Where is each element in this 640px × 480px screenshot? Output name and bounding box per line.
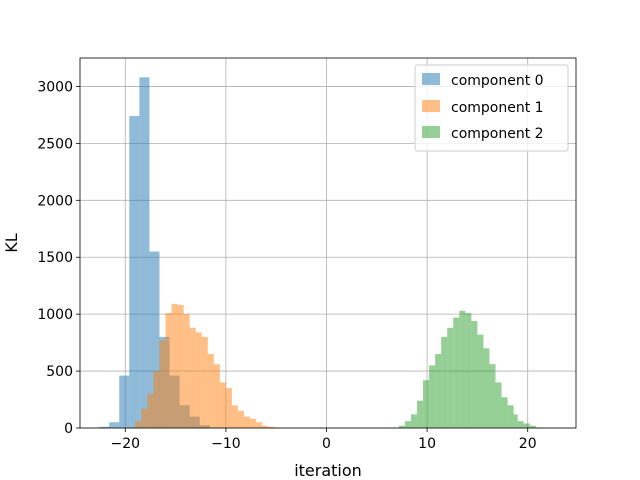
y-axis-label: KL (2, 233, 21, 252)
legend-swatch-component-2 (422, 126, 440, 138)
histogram-bar-component-2 (453, 317, 460, 428)
histogram-bar-component-0 (149, 251, 160, 428)
histogram-bar-component-2 (477, 334, 484, 428)
legend-label-component-2: component 2 (451, 126, 544, 142)
histogram-bar-component-2 (507, 405, 514, 428)
histogram-bar-component-0 (99, 426, 110, 428)
histogram-bar-component-1 (165, 313, 172, 428)
y-tick-label: 500 (46, 364, 73, 380)
histogram-bar-component-1 (147, 393, 154, 428)
histogram-bar-component-1 (262, 425, 269, 428)
histogram-bar-component-2 (435, 354, 442, 428)
histogram-bar-component-1 (195, 332, 202, 428)
histogram-bar-component-2 (417, 400, 424, 428)
histogram-bar-component-2 (523, 423, 530, 428)
histogram-bar-component-0 (119, 375, 130, 428)
histogram-bar-component-1 (135, 421, 142, 428)
y-tick-label: 3000 (37, 79, 73, 95)
legend-label-component-1: component 1 (451, 100, 544, 116)
histogram-bar-component-1 (207, 354, 214, 428)
x-tick-label: 0 (322, 436, 331, 452)
x-axis-label: iteration (294, 461, 362, 480)
y-axis-ticks: 0 500 1000 1500 2000 2500 3000 (37, 79, 80, 437)
histogram-bar-component-2 (483, 348, 490, 428)
histogram-bar-component-1 (256, 422, 263, 428)
histogram-bar-component-2 (471, 320, 478, 428)
histogram-bar-component-1 (189, 327, 196, 428)
y-tick-label: 1000 (37, 307, 73, 323)
histogram-bar-component-2 (398, 425, 405, 428)
histogram-bar-component-1 (243, 416, 251, 428)
histogram-bar-component-1 (219, 382, 226, 428)
histogram-bar-component-2 (429, 365, 436, 428)
histogram-bar-component-2 (423, 380, 430, 428)
legend-swatch-component-0 (422, 73, 440, 85)
histogram-bar-component-1 (225, 388, 232, 428)
legend-box (414, 64, 569, 152)
histogram-bar-component-2 (495, 382, 502, 428)
y-tick-label: 1500 (37, 250, 73, 266)
histogram-bar-component-1 (159, 340, 166, 428)
legend-label-component-0: component 0 (451, 73, 544, 89)
histogram-bars (99, 77, 542, 429)
histogram-bar-component-1 (141, 408, 148, 428)
y-tick-label: 0 (64, 421, 73, 437)
histogram-bar-component-1 (201, 336, 208, 428)
histogram-bar-component-1 (268, 426, 275, 428)
histogram-bar-component-2 (501, 397, 508, 428)
legend-swatch-component-1 (422, 100, 440, 112)
histogram-bar-component-0 (129, 116, 140, 429)
histogram-bar-component-1 (250, 418, 257, 428)
histogram-bar-component-1 (213, 364, 220, 428)
histogram-bar-component-2 (517, 421, 524, 428)
x-tick-label: 10 (418, 436, 436, 452)
histogram-bar-component-2 (447, 327, 454, 428)
histogram-bar-component-0 (109, 422, 120, 428)
histogram-bar-component-1 (153, 371, 160, 428)
x-tick-label: 20 (519, 436, 537, 452)
histogram-bar-component-1 (183, 314, 190, 428)
histogram-bar-component-1 (231, 405, 238, 428)
histogram-bar-component-1 (237, 410, 244, 428)
plot-frame (79, 57, 577, 429)
histogram-bar-component-2 (529, 425, 536, 428)
histogram-bar-component-0 (139, 77, 150, 428)
x-tick-label: −10 (211, 436, 241, 452)
histogram-bar-component-2 (489, 364, 496, 428)
histogram-bar-component-1 (177, 305, 184, 428)
histogram-bar-component-2 (404, 421, 412, 428)
histogram-bar-component-2 (513, 414, 518, 428)
histogram-bar-component-2 (441, 336, 448, 428)
histogram-bar-component-2 (465, 313, 472, 428)
x-axis-ticks: −20 −10 0 10 20 (111, 428, 537, 452)
y-tick-label: 2000 (37, 193, 73, 209)
y-tick-label: 2500 (37, 136, 73, 152)
x-tick-label: −20 (111, 436, 141, 452)
histogram-bar-component-2 (459, 310, 466, 428)
legend: component 0 component 1 component 2 (414, 64, 569, 152)
histogram-bar-component-2 (411, 414, 418, 428)
histogram-bar-component-1 (171, 303, 178, 428)
